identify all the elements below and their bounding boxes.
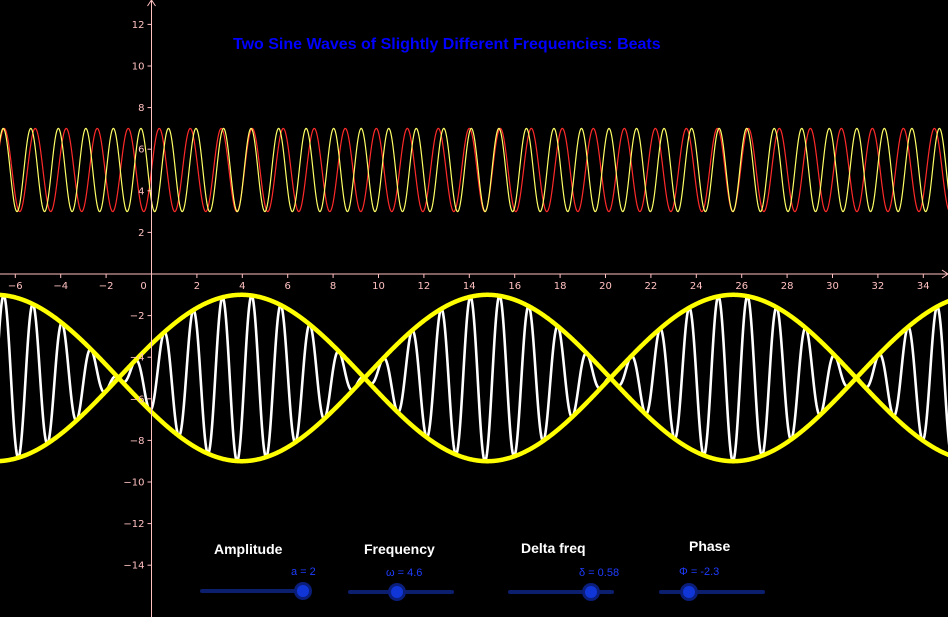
- y-tick-label: −10: [123, 478, 144, 489]
- y-tick-label: −8: [130, 436, 145, 447]
- y-tick-label: −6: [130, 394, 145, 405]
- yellow-sine-curve: [0, 127, 948, 213]
- x-tick-label: −4: [53, 281, 68, 292]
- origin-label: 0: [140, 281, 146, 292]
- delta-freq-slider-handle[interactable]: [584, 586, 597, 598]
- amplitude-slider-track[interactable]: [200, 585, 309, 597]
- amplitude-value: a = 2: [291, 566, 316, 578]
- phase-label: Phase: [689, 538, 731, 554]
- x-tick-label: 4: [239, 281, 245, 292]
- frequency-value: ω = 4.6: [386, 567, 423, 579]
- phase-slider-handle[interactable]: [682, 586, 695, 598]
- upper-envelope-curve: [0, 292, 948, 464]
- x-tick-label: 30: [826, 281, 839, 292]
- delta-freq-value: δ = 0.58: [579, 567, 620, 579]
- x-tick-label: 20: [599, 281, 612, 292]
- y-tick-label: −2: [130, 311, 145, 322]
- x-tick-label: 14: [463, 281, 476, 292]
- x-tick-label: 26: [735, 281, 748, 292]
- y-tick-label: 2: [138, 228, 144, 239]
- x-axis-arrow: [941, 269, 948, 279]
- x-tick-label: 28: [781, 281, 794, 292]
- x-tick-label: 8: [330, 281, 336, 292]
- phase-slider-track[interactable]: [659, 586, 765, 598]
- frequency-slider-handle[interactable]: [390, 586, 403, 598]
- delta-freq-slider-track[interactable]: [508, 586, 614, 598]
- x-tick-label: 22: [645, 281, 658, 292]
- x-tick-label: −6: [8, 281, 23, 292]
- x-tick-label: 6: [285, 281, 291, 292]
- x-tick-label: 16: [508, 281, 521, 292]
- x-tick-label: 12: [418, 281, 431, 292]
- y-tick-label: 12: [132, 20, 145, 31]
- y-tick-label: −14: [123, 561, 144, 572]
- amplitude-label: Amplitude: [214, 541, 283, 557]
- x-tick-label: −2: [99, 281, 114, 292]
- y-tick-label: −4: [130, 353, 145, 364]
- phase-value: Φ = -2.3: [679, 566, 720, 578]
- y-axis-arrow: [147, 0, 156, 7]
- y-tick-label: 6: [138, 145, 144, 156]
- curves-layer: [0, 127, 948, 464]
- x-tick-label: 24: [690, 281, 703, 292]
- amplitude-slider-handle[interactable]: [296, 585, 309, 597]
- y-tick-label: 4: [138, 186, 144, 197]
- x-tick-label: 10: [372, 281, 385, 292]
- delta-freq-label: Delta freq: [521, 540, 586, 556]
- graph-title: Two Sine Waves of Slightly Different Fre…: [233, 36, 661, 53]
- frequency-label: Frequency: [364, 541, 435, 557]
- y-tick-label: −12: [123, 519, 144, 530]
- x-tick-label: 34: [917, 281, 930, 292]
- y-tick-label: 8: [138, 103, 144, 114]
- y-tick-label: 10: [132, 62, 145, 73]
- x-tick-label: 2: [194, 281, 200, 292]
- x-tick-label: 18: [554, 281, 567, 292]
- lower-envelope-curve: [0, 292, 948, 464]
- frequency-slider-track[interactable]: [348, 586, 454, 598]
- x-tick-label: 32: [872, 281, 885, 292]
